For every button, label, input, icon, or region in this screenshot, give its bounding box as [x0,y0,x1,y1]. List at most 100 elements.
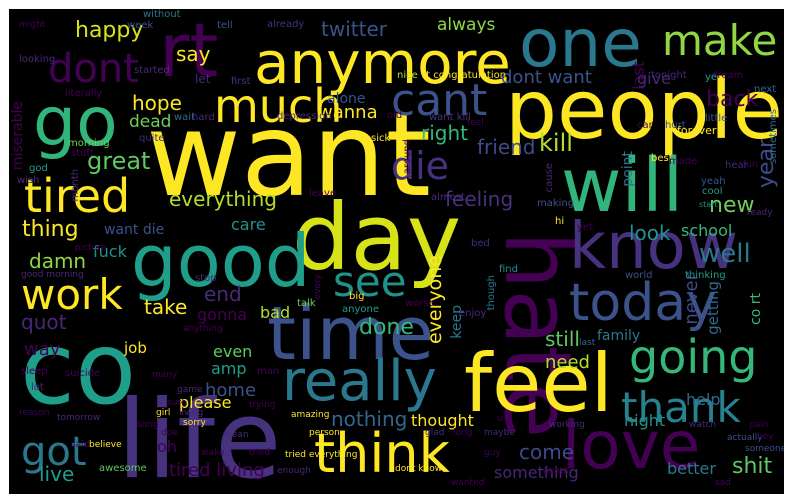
word-song: song [137,420,159,430]
word-man: man [257,366,280,377]
word-everything: everything [169,187,277,211]
word-though: though [486,275,497,311]
word-right: right [421,121,468,145]
word-tired: tired [24,169,131,223]
word-sleep: sleep [21,366,48,377]
word-hi: hi [555,216,565,227]
word-need: need [545,352,590,373]
word-actually: actually [727,433,763,443]
word-mean: mean [223,430,249,440]
word-amazing: amazing [291,410,330,420]
word-way: way [24,339,61,360]
word-oh: oh [157,437,177,456]
word-got: got [21,429,87,475]
word-let: let [195,72,211,86]
word-sad: sad [715,478,731,488]
word-enjoy: enjoy [459,308,487,319]
word-started: started [134,65,170,76]
word-want: want [146,88,431,223]
word-week: week [127,20,154,31]
word-looking: looking [19,54,56,65]
word-hey: hey [757,432,774,442]
word-always: always [437,15,496,35]
word-school: school [681,221,733,240]
word-quot: quot [21,310,67,334]
word-said: said [71,440,90,450]
word-gonna: gonna [197,305,248,324]
word-best: best [651,153,673,164]
word-going: going [629,330,758,384]
word-feel-small: feel [467,118,484,128]
word-wait: wait [174,112,196,123]
word-see: see [333,257,407,306]
word-someone: someone [745,444,784,454]
word-suicide: suicide [65,368,101,379]
word-look: look [629,221,671,245]
word-death: death [543,466,569,476]
word-really: really [282,349,437,414]
word-good-morning: good morning [21,270,84,280]
word-dont-know: dont know [395,464,443,474]
word-awesome: awesome [99,463,147,474]
word-new: new [709,193,755,218]
word-tried-everything: tried everything [285,450,358,460]
word-thinking: thinking [685,270,726,281]
word-sure: sure [167,398,187,408]
word-dream: dream [711,70,744,81]
word-will: will [561,143,684,229]
word-day: day [292,184,462,291]
word-picture: picture [75,243,107,253]
word-yeah: yeah [701,176,726,187]
word-tried: tried [249,448,270,458]
word-glad: glad [425,428,445,438]
word-find: find [499,264,518,275]
word-end: end [204,282,242,306]
word-much: much [214,79,343,133]
word-around: around [402,139,413,175]
word-bad: bad [260,303,291,322]
word-fun: fun [743,160,758,170]
word-want-kill: want kill [429,112,471,123]
word-home: home [205,380,257,401]
word-tell: tell [217,20,233,31]
word-person: person [309,428,340,438]
word-nothing: nothing [331,407,408,431]
word-cant: cant [391,75,488,126]
word-god: god [29,163,48,174]
word-morning: morning [68,138,110,149]
word-game: game [177,385,203,395]
word-go: go [33,83,118,162]
word-live: live [39,462,75,486]
word-point: point [620,151,636,187]
word-yet: yet [577,222,593,233]
word-thing: thing [22,217,79,242]
word-sick: sick [371,133,391,144]
word-without: without [143,9,181,20]
word-cause: cause [544,163,555,193]
word-u: u [497,413,504,424]
word-maybe: maybe [484,428,515,438]
word-dont: dont [48,46,139,92]
word-tonight: tonight [651,70,687,81]
word-miserable: miserable [10,101,26,171]
word-guy: guy [484,448,501,458]
word-long: long [453,428,473,438]
word-feeling: feeling [445,187,514,211]
word-friend: friend [477,135,536,159]
word-tomorrow: tomorrow [57,413,101,423]
word-please: please [179,393,232,412]
word-make: make [662,16,778,65]
word-pain: pain [749,420,769,430]
word-time: time [267,291,435,377]
word-wake: wake [201,448,225,458]
word-anyone: anyone [342,304,379,315]
word-come: come [519,440,575,464]
word-sometimes: sometimes [768,109,779,165]
word-thought: thought [411,411,474,430]
word-wish: wish [17,175,40,186]
word-first: first [231,76,251,87]
word-good: good [131,219,311,303]
word-enough: enough [277,466,311,476]
word-hate: hate [484,231,591,439]
word-doe: doe [161,428,178,438]
